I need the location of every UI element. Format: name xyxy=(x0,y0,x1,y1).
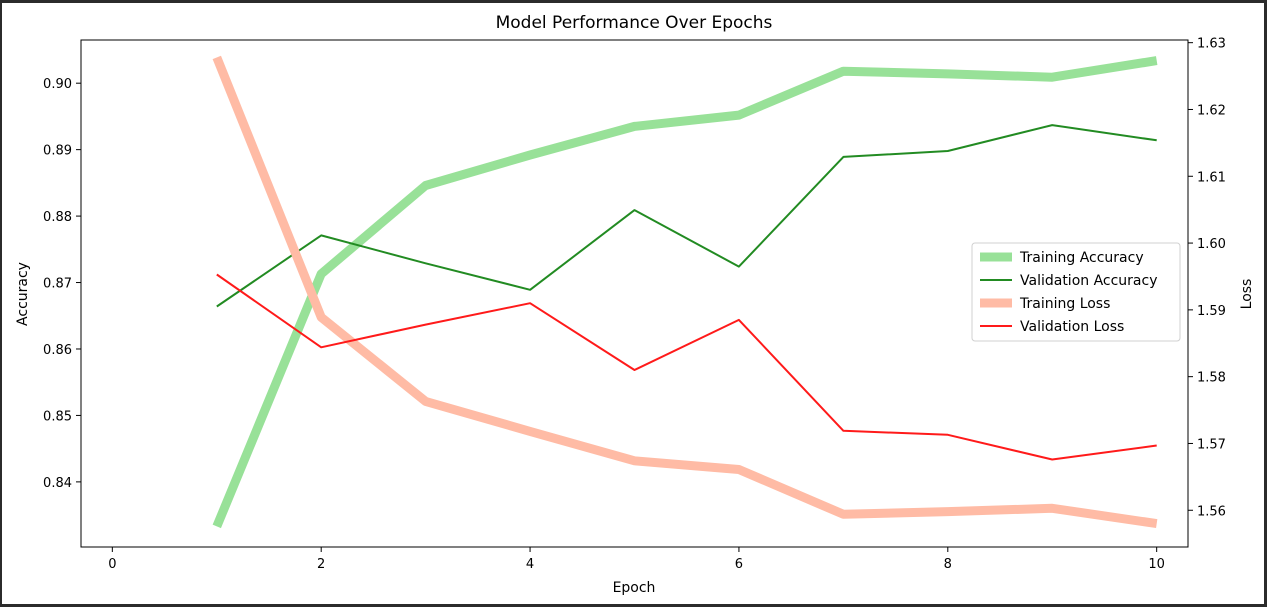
y-right-tick-label-7: 1.63 xyxy=(1197,37,1226,52)
y-right-tick-label-0: 1.56 xyxy=(1197,504,1226,519)
y-left-tick-label-5: 0.89 xyxy=(43,144,72,159)
y-right-tick-label-2: 1.58 xyxy=(1197,371,1226,386)
y-left-tick-label-6: 0.90 xyxy=(43,77,72,92)
x-tick-label-4: 8 xyxy=(944,557,952,572)
y-left-tick-label-4: 0.88 xyxy=(43,210,72,225)
x-tick-label-2: 4 xyxy=(526,557,534,572)
validation-loss-line xyxy=(216,273,1157,461)
y-right-tick-label-1: 1.57 xyxy=(1197,437,1226,452)
y-right-tick-label-6: 1.62 xyxy=(1197,103,1226,118)
plot-area-frame xyxy=(80,39,1189,548)
legend-label-training-loss: Training Loss xyxy=(1019,296,1110,312)
legend-label-validation-accuracy: Validation Accuracy xyxy=(1020,273,1158,289)
axis-ticks: 0 2 4 6 8 10 0.84 0.85 0.86 0.87 0.88 0.89 0.90 1.56 1… xyxy=(43,37,1226,572)
training-accuracy-line xyxy=(212,56,1158,529)
x-tick-label-1: 2 xyxy=(317,557,325,572)
y-right-tick-label-3: 1.59 xyxy=(1197,304,1226,319)
validation-accuracy-line xyxy=(216,124,1157,308)
y-left-tick-label-3: 0.87 xyxy=(43,277,72,292)
x-tick-label-5: 10 xyxy=(1148,557,1165,572)
legend: Training Accuracy Validation Accuracy Tra… xyxy=(971,242,1181,342)
plot-series xyxy=(212,55,1158,529)
legend-box xyxy=(971,242,1181,342)
x-tick-label-0: 0 xyxy=(108,557,116,572)
chart-title: Model Performance Over Epochs xyxy=(496,13,773,33)
y-left-tick-label-1: 0.85 xyxy=(43,409,72,424)
legend-label-training-accuracy: Training Accuracy xyxy=(1019,250,1144,266)
training-loss-line xyxy=(212,55,1158,529)
y-right-tick-label-5: 1.61 xyxy=(1197,170,1226,185)
x-tick-label-3: 6 xyxy=(735,557,743,572)
y-axis-right-label: Loss xyxy=(1239,279,1255,310)
legend-label-validation-loss: Validation Loss xyxy=(1020,319,1124,335)
y-axis-left-label: Accuracy xyxy=(15,262,31,326)
y-right-tick-label-4: 1.60 xyxy=(1197,237,1226,252)
y-left-tick-label-2: 0.86 xyxy=(43,343,72,358)
x-axis-label: Epoch xyxy=(613,580,656,596)
y-left-tick-label-0: 0.84 xyxy=(43,476,72,491)
